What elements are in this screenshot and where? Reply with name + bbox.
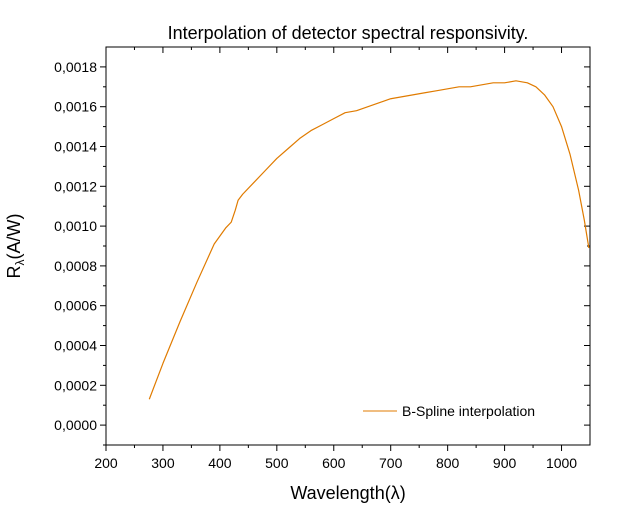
y-tick-label: 0,0010 <box>54 218 97 234</box>
x-tick-label: 900 <box>493 455 517 471</box>
data-point <box>582 218 586 222</box>
y-tick-label: 0,0012 <box>54 178 97 194</box>
x-tick-label: 800 <box>436 455 460 471</box>
data-point <box>366 105 370 109</box>
data-point <box>468 85 472 89</box>
x-tick-label: 200 <box>94 455 118 471</box>
data-point <box>389 97 393 101</box>
x-axis: 200 300 400 500 600 700 800 900 1000 <box>94 47 577 471</box>
data-point <box>577 188 581 192</box>
x-tick-label: 600 <box>322 455 346 471</box>
y-axis: 0,0000 0,0002 0,0004 0,0006 0,0008 0,0010 0,00… <box>54 59 590 446</box>
data-point <box>195 280 199 284</box>
data-point <box>377 101 381 105</box>
data-point <box>178 320 182 324</box>
x-tick-label: 500 <box>265 455 289 471</box>
data-point <box>286 146 290 150</box>
y-tick-label: 0,0016 <box>54 99 97 115</box>
y-tick-label: 0,0000 <box>54 417 97 433</box>
data-point <box>525 81 529 85</box>
series-layer <box>147 79 591 401</box>
data-point <box>534 85 538 89</box>
data-point <box>551 105 555 109</box>
x-tick-label: 300 <box>151 455 175 471</box>
x-tick-label: 400 <box>208 455 232 471</box>
y-tick-label: 0,0006 <box>54 298 97 314</box>
data-point <box>236 198 240 202</box>
data-point <box>568 152 572 156</box>
data-point <box>457 85 461 89</box>
data-point <box>480 83 484 87</box>
data-point <box>161 361 165 365</box>
data-point <box>332 117 336 121</box>
data-point <box>320 123 324 127</box>
data-point <box>434 89 438 93</box>
x-tick-label: 1000 <box>546 455 577 471</box>
data-point <box>309 129 313 133</box>
data-point <box>514 79 518 83</box>
data-point <box>503 81 507 85</box>
y-tick-label: 0,0002 <box>54 377 97 393</box>
data-point <box>229 220 233 224</box>
y-axis-label: Rλ(A/W) <box>4 214 27 279</box>
data-point <box>355 109 359 113</box>
data-point <box>542 93 546 97</box>
y-tick-label: 0,0008 <box>54 258 97 274</box>
legend: B-Spline interpolation <box>363 403 535 419</box>
y-axis-label-subscript: λ <box>13 259 27 265</box>
data-point <box>233 208 237 212</box>
data-point <box>343 111 347 115</box>
data-point <box>275 156 279 160</box>
data-point <box>446 87 450 91</box>
data-point <box>241 192 245 196</box>
x-tick-label: 700 <box>379 455 403 471</box>
chart-title: Interpolation of detector spectral respo… <box>168 23 529 43</box>
y-tick-label: 0,0014 <box>54 139 97 155</box>
data-point <box>147 397 151 401</box>
plot-frame <box>105 46 591 446</box>
x-axis-label: Wavelength(λ) <box>290 483 405 503</box>
y-tick-label: 0,0018 <box>54 59 97 75</box>
data-point <box>587 246 591 250</box>
data-point <box>212 242 216 246</box>
y-axis-label-main: R <box>4 265 24 278</box>
data-point <box>224 226 228 230</box>
legend-label: B-Spline interpolation <box>402 403 535 419</box>
y-tick-label: 0,0004 <box>54 338 97 354</box>
data-point <box>411 93 415 97</box>
y-axis-label-unit: (A/W) <box>4 214 24 260</box>
data-point <box>560 125 564 129</box>
data-point <box>400 95 404 99</box>
data-point <box>252 180 256 184</box>
data-point <box>423 91 427 95</box>
data-point <box>491 81 495 85</box>
series-line-0 <box>148 80 590 400</box>
data-point <box>298 137 302 141</box>
data-point <box>263 168 267 172</box>
